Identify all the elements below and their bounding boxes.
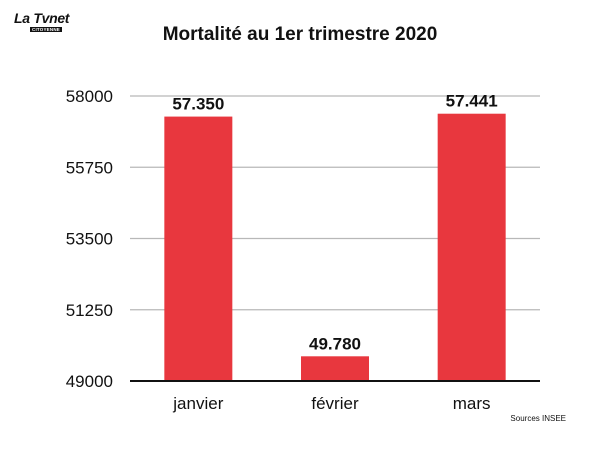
la-tvnet-logo: La Tvnet CITOYENNE	[14, 10, 74, 38]
y-tick-label: 49000	[66, 372, 113, 391]
x-tick-label: mars	[453, 394, 491, 413]
bar-mars	[437, 113, 506, 382]
source-note: Sources INSEE	[510, 414, 566, 423]
y-tick-label: 51250	[66, 301, 113, 320]
data-label: 49.780	[309, 334, 361, 353]
data-label: 57.441	[446, 92, 498, 111]
x-tick-label: février	[311, 394, 359, 413]
y-tick-label: 58000	[66, 87, 113, 106]
bar-janvier	[164, 116, 233, 381]
x-tick-label: janvier	[172, 394, 223, 413]
logo-tagline: CITOYENNE	[30, 27, 62, 32]
y-tick-label: 53500	[66, 230, 113, 249]
bar-février	[301, 356, 369, 381]
chart-title: Mortalité au 1er trimestre 2020	[162, 24, 438, 45]
y-tick-label: 55750	[66, 158, 113, 177]
logo-name: La Tvnet	[14, 10, 70, 26]
data-label: 57.350	[172, 95, 224, 114]
